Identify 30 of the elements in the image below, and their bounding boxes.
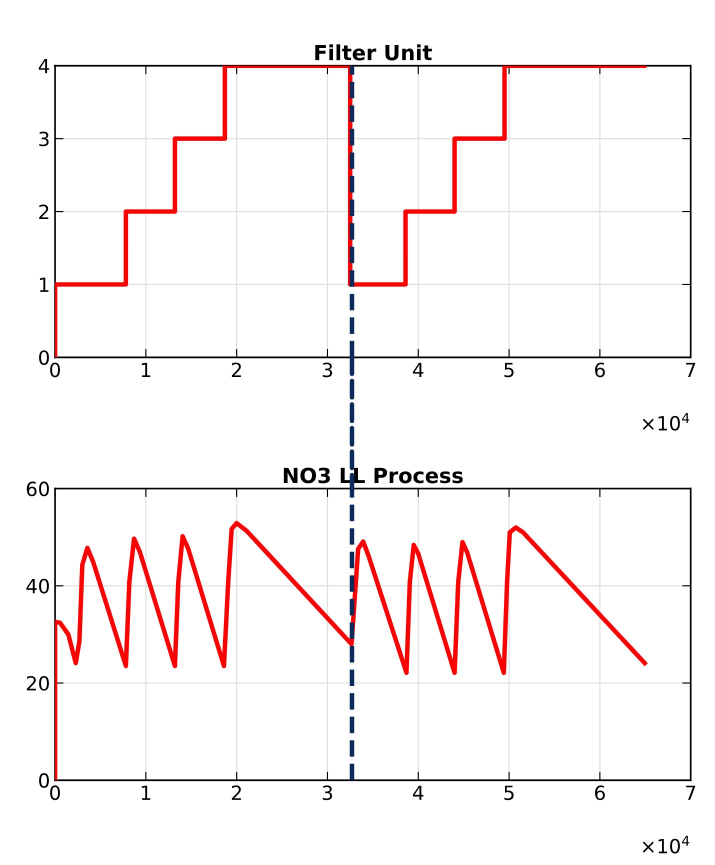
x-tick-label: 1 <box>142 786 150 800</box>
x-tick-label: 0 <box>50 785 60 800</box>
y-tick-label: 0 <box>39 350 49 366</box>
line-series <box>55 520 647 780</box>
y-tick-label: 60 <box>26 482 49 496</box>
x-tick-label: 4 <box>413 362 424 378</box>
y-tick-label: 20 <box>26 676 49 691</box>
text: ×10$^{4}$ <box>642 836 690 854</box>
x-tick-label: 6 <box>595 362 605 378</box>
text: ×10$^{4}$ <box>642 412 690 431</box>
x-tick-label: 7 <box>686 362 696 378</box>
x-tick-label: 5 <box>504 786 514 800</box>
x-tick-label: 6 <box>595 785 605 800</box>
y-tick-label: 3 <box>39 132 49 146</box>
x-tick-label: 3 <box>322 362 332 378</box>
chart-title: Filter Unit <box>315 44 432 60</box>
y-tick-label: 1 <box>40 278 48 292</box>
x-tick-label: 3 <box>322 785 332 800</box>
x-tick-label: 0 <box>50 362 60 378</box>
x-tick-label: 1 <box>142 362 150 378</box>
x-tick-label: 2 <box>232 785 241 800</box>
chart-title: NO3 LL Process <box>284 468 463 484</box>
x-tick-label: 2 <box>232 362 241 378</box>
x-tick-label: 7 <box>686 786 696 800</box>
y-tick-label: 0 <box>39 773 49 788</box>
x-tick-label: 4 <box>413 786 424 800</box>
y-tick-label: 40 <box>26 578 49 594</box>
y-tick-label: 4 <box>38 58 50 74</box>
y-tick-label: 2 <box>39 204 48 219</box>
x-tick-label: 5 <box>504 362 514 378</box>
